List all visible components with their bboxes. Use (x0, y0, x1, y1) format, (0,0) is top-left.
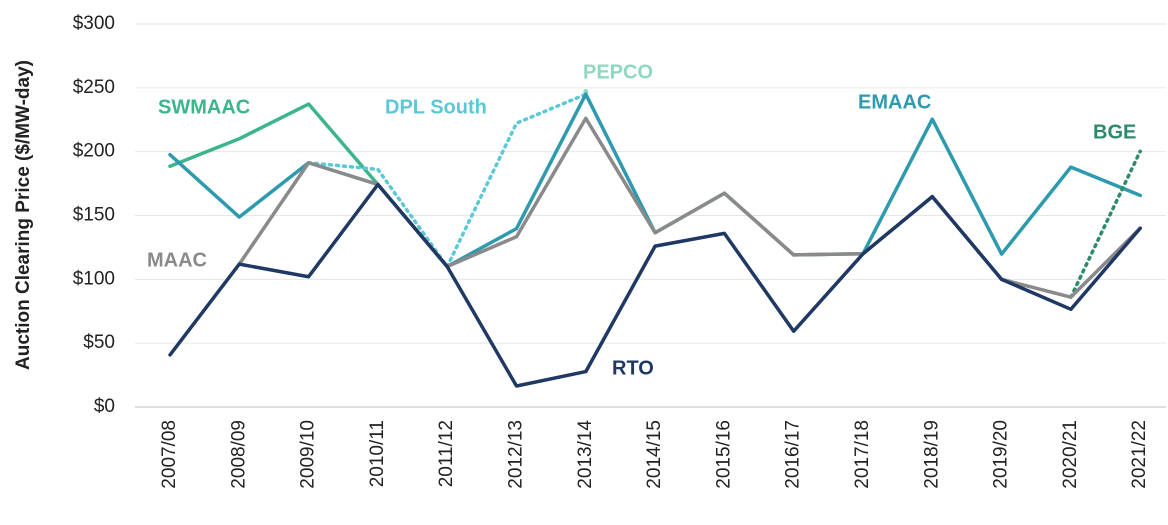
series-line (168, 92, 1142, 269)
series-line (168, 102, 380, 187)
series-label: BGE (1093, 121, 1136, 143)
x-tick-label: 2016/17 (783, 420, 804, 489)
x-tick-label: 2014/15 (644, 420, 665, 489)
series-label: RTO (612, 357, 654, 379)
series-line (1069, 149, 1142, 299)
series-line (168, 182, 1142, 388)
series-line (237, 116, 1142, 299)
point (583, 88, 589, 94)
x-tick-label: 2011/12 (436, 420, 457, 487)
x-tick-label: 2019/20 (991, 420, 1012, 489)
y-tick-label: $150 (73, 205, 115, 226)
x-tick-label: 2012/13 (506, 420, 527, 489)
y-axis-label: Auction Clearing Price ($/MW-day) (13, 60, 34, 370)
series-label: DPL South (385, 96, 487, 118)
x-tick-label: 2017/18 (852, 420, 873, 489)
x-tick-label: 2018/19 (921, 420, 942, 489)
y-tick-label: $250 (73, 77, 115, 98)
x-tick-label: 2021/22 (1129, 420, 1150, 489)
x-tick-label: 2020/21 (1060, 420, 1081, 489)
x-tick-label: 2009/10 (298, 420, 319, 489)
x-tick-label: 2008/09 (228, 420, 249, 489)
x-tick-label: 2010/11 (367, 420, 388, 487)
series-label: MAAC (147, 249, 207, 271)
x-tick-label: 2013/14 (575, 420, 596, 489)
y-tick-label: $100 (73, 268, 115, 289)
x-tick-label: 2007/08 (159, 420, 180, 489)
x-tick-label: 2015/16 (713, 420, 734, 489)
series-line (306, 92, 588, 269)
series-label: EMAAC (858, 91, 931, 113)
y-tick-label: $50 (83, 332, 115, 353)
series-label: PEPCO (583, 61, 653, 83)
y-tick-label: $0 (94, 396, 115, 417)
y-tick-label: $300 (73, 13, 115, 34)
y-tick-label: $200 (73, 141, 115, 162)
series-label: SWMAAC (158, 96, 250, 118)
